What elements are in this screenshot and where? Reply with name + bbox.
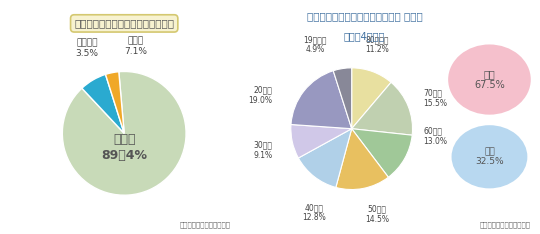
Wedge shape [352,129,412,177]
Text: 20歳代
19.0%: 20歳代 19.0% [248,86,273,105]
Text: その他
7.1%: その他 7.1% [124,37,147,56]
Wedge shape [352,68,391,129]
Wedge shape [62,71,186,195]
Wedge shape [333,68,352,129]
Text: 商業施設
3.5%: 商業施設 3.5% [76,38,99,58]
Text: 女性
67.5%: 女性 67.5% [474,69,505,90]
Wedge shape [299,129,352,187]
Text: 19歳以下
4.9%: 19歳以下 4.9% [303,35,327,55]
Text: 70歳代
15.5%: 70歳代 15.5% [423,89,448,108]
Wedge shape [291,124,352,158]
Text: 道路上: 道路上 [113,133,136,146]
Text: 40歳代
12.8%: 40歳代 12.8% [302,203,326,222]
Wedge shape [105,72,124,133]
Wedge shape [336,129,388,190]
Text: 男性
32.5%: 男性 32.5% [475,147,504,166]
Text: 60歳代
13.0%: 60歳代 13.0% [423,126,448,146]
Text: 30歳代
9.1%: 30歳代 9.1% [253,140,273,160]
Text: ひったくり被害の年齢・性別認知 構成比: ひったくり被害の年齢・性別認知 構成比 [307,11,422,21]
Wedge shape [82,74,124,133]
Text: （出典：警察庁犯罪情勢）: （出典：警察庁犯罪情勢） [180,221,231,228]
Text: （令和4年度）: （令和4年度） [344,31,386,41]
Text: 89．4%: 89．4% [101,149,147,162]
Text: 50歳代
14.5%: 50歳代 14.5% [365,205,389,224]
Ellipse shape [451,125,528,188]
Ellipse shape [448,44,531,115]
Text: ひったくり発生場所認知件数の割合: ひったくり発生場所認知件数の割合 [74,18,174,28]
Text: 80歳以上
11.2%: 80歳以上 11.2% [366,35,389,55]
Wedge shape [352,82,413,135]
Wedge shape [291,71,352,129]
Text: （出典：警察庁犯罪情勢）: （出典：警察庁犯罪情勢） [480,221,531,228]
